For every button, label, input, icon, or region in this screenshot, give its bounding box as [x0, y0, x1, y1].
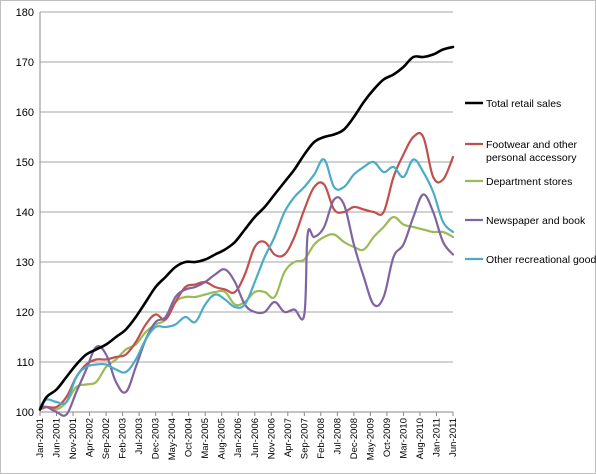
y-tick-label: 150	[16, 157, 34, 169]
legend-label: Department stores	[486, 176, 572, 188]
x-tick-label: Jun-2001	[52, 418, 63, 458]
series-line-footwear-and-other-personal-accessory	[38, 131, 455, 411]
x-axis-ticks: Jan-2001 Jun-2001 Nov-2001 Apr-2002 Sep-2002…	[35, 412, 459, 460]
x-tick-label: Feb-2008	[316, 418, 327, 459]
x-tick-label: Dec-2003	[151, 418, 162, 459]
x-tick-label: May-2009	[365, 418, 376, 460]
x-tick-label: Jan-2011	[431, 418, 442, 457]
x-tick-label: Nov-2006	[266, 418, 277, 459]
legend: Total retail sales Footwear and other pers…	[465, 98, 596, 266]
series-line-total-retail-sales	[38, 45, 455, 411]
x-tick-label: Sep-2007	[299, 418, 310, 459]
x-tick-label: Apr-2007	[283, 418, 294, 457]
x-tick-label: Feb-2003	[118, 418, 129, 459]
x-tick-label: Jan-2006	[233, 418, 244, 458]
axes	[39, 12, 453, 413]
x-tick-label: Jul-2008	[332, 418, 343, 454]
x-tick-label: Nov-2001	[68, 418, 79, 459]
legend-label: Total retail sales	[486, 98, 561, 110]
x-tick-label: Jul-2003	[134, 418, 145, 454]
legend-label: Newspaper and book	[486, 215, 586, 227]
y-tick-label: 100	[16, 407, 34, 419]
series-line-department-stores	[38, 215, 455, 411]
x-tick-label: Jun-2006	[250, 418, 261, 458]
x-tick-label: Mar-2005	[200, 418, 211, 459]
y-tick-label: 180	[16, 7, 34, 19]
legend-label: Other recreational goods	[486, 254, 596, 266]
y-tick-label: 120	[16, 307, 34, 319]
x-tick-label: Aug-2010	[415, 418, 426, 459]
x-tick-label: Jan-2001	[35, 418, 46, 458]
y-tick-label: 130	[16, 257, 34, 269]
x-tick-label: Aug-2005	[217, 418, 228, 459]
x-tick-label: Dec-2008	[349, 418, 360, 459]
x-tick-label: Jun-2011	[448, 418, 459, 457]
series-line-newspaper-and-book	[38, 193, 455, 417]
x-tick-label: Oct-2009	[382, 418, 393, 457]
x-tick-label: Mar-2010	[398, 418, 409, 459]
y-tick-label: 110	[16, 357, 34, 369]
y-axis-ticks: 100 110 120 130 140 150 160 170 180	[16, 7, 34, 419]
y-tick-label: 170	[16, 57, 34, 69]
x-tick-label: Apr-2002	[85, 418, 96, 457]
x-tick-label: Sep-2002	[101, 418, 112, 459]
series-lines	[38, 45, 455, 417]
y-tick-label: 160	[16, 107, 34, 119]
x-tick-label: Oct-2004	[184, 418, 195, 457]
series-line-other-recreational-goods	[38, 158, 455, 409]
y-tick-label: 140	[16, 207, 34, 219]
x-tick-label: May-2004	[167, 418, 178, 460]
legend-label: Footwear and other personal accessory	[486, 139, 578, 164]
